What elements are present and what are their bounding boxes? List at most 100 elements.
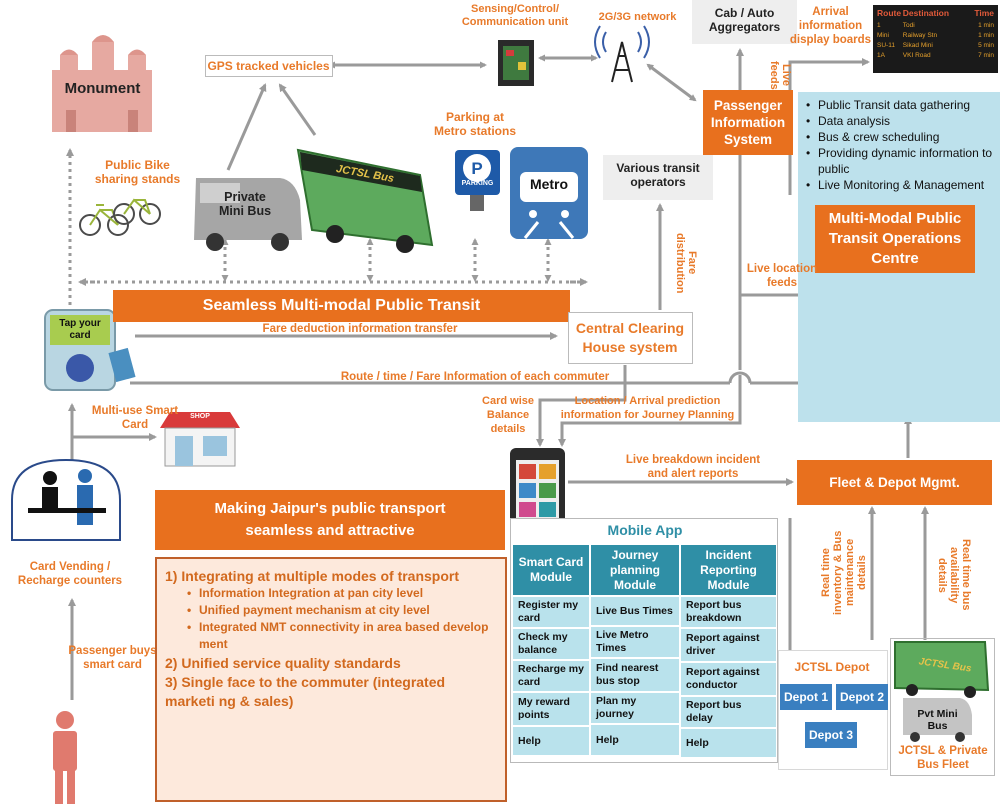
- multi-use-card-label: Multi-use Smart Card: [91, 405, 179, 431]
- fleet-caption-label: JCTSL & Private Bus Fleet: [898, 745, 988, 771]
- parking-sign-label: PARKING: [461, 180, 494, 187]
- clearing-house-box: Central Clearing House system: [568, 312, 693, 364]
- jctsl-bus-icon: [296, 148, 434, 253]
- card-vending-label: Card Vending / Recharge counters: [17, 561, 123, 587]
- board-cell: VKI Road: [902, 52, 931, 59]
- realtime-inventory-label: Real time inventory & Bus maintenance de…: [820, 530, 868, 615]
- bicycle-icon: [79, 198, 161, 236]
- ops-bullet: Data analysis: [806, 113, 996, 129]
- board-cell: 1 min: [978, 22, 994, 29]
- ops-bullet: Providing dynamic information to public: [806, 145, 996, 177]
- ops-bullet: Live Monitoring & Management: [806, 177, 996, 193]
- app-menu-item[interactable]: Help: [681, 729, 776, 757]
- passenger-info-system-box: Passenger Information System: [703, 90, 793, 155]
- goal-item: 2) Unified service quality standards: [165, 655, 401, 671]
- board-cell: 1: [877, 22, 881, 29]
- board-header: Route Destination Time: [877, 8, 994, 18]
- fleet-depot-box: Fleet & Depot Mgmt.: [797, 460, 992, 505]
- app-menu-item[interactable]: Find nearest bus stop: [591, 659, 679, 691]
- breakdown-alert-label: Live breakdown incident and alert report…: [625, 454, 761, 480]
- parking-label: Parking at Metro stations: [433, 110, 516, 138]
- board-cell: Todi: [902, 22, 915, 29]
- vending-counter-icon: [11, 458, 121, 541]
- seamless-transit-banner: Seamless Multi-modal Public Transit: [113, 290, 570, 322]
- private-minibus-label: Private Mini Bus: [218, 190, 272, 218]
- metro-icon: [510, 147, 588, 239]
- cab-aggregators-label: Cab / Auto Aggregators: [708, 6, 781, 34]
- gps-box: GPS tracked vehicles: [205, 55, 333, 77]
- realtime-availability-label: Real time bus availability details: [936, 539, 972, 611]
- card-balance-label: Card wise Balance details: [482, 395, 534, 435]
- board-cell: 7 min: [978, 52, 994, 59]
- board-row: SU-11 Sikad Mini 5 min: [877, 41, 994, 51]
- goal-subitem: Unified payment mechanism at city level: [187, 602, 497, 619]
- card-reader-icon: [44, 309, 136, 391]
- goals-box: 1) Integrating at multiple modes of tran…: [155, 557, 507, 802]
- app-col-header: Journey planning Module: [591, 545, 679, 595]
- shop-label: SHOP: [190, 413, 210, 420]
- app-menu-item[interactable]: Report bus delay: [681, 697, 776, 727]
- monument-label: Monument: [64, 80, 141, 97]
- arrival-display-board: Route Destination Time 1 Todi 1 min Mini Ra…: [873, 5, 998, 73]
- fleet-icon: [894, 641, 990, 742]
- live-location-label: Live location feeds: [746, 263, 818, 289]
- clearing-house-label: Central Clearing House system: [575, 320, 685, 355]
- board-cell: Railway Stn: [902, 32, 938, 39]
- app-menu-item[interactable]: Register my card: [513, 597, 589, 627]
- app-menu-item[interactable]: Help: [513, 727, 589, 755]
- pvt-minibus-label: Pvt Mini Bus: [917, 708, 958, 732]
- ops-centre-title: Multi-Modal Public Transit Operations Ce…: [815, 205, 975, 273]
- app-menu-item[interactable]: Live Bus Times: [591, 597, 679, 625]
- transit-operators-box: Various transit operators: [603, 155, 713, 200]
- passenger-icon: [53, 711, 77, 804]
- app-col-header: Smart Card Module: [513, 545, 589, 595]
- depot-1: Depot 1: [780, 684, 832, 710]
- board-col-destination: Destination: [902, 8, 950, 18]
- board-cell: Mini: [877, 32, 889, 39]
- live-feeds-label: Live feeds: [768, 60, 792, 90]
- goal-sublist: Information Integration at pan city leve…: [187, 585, 497, 653]
- svg-text:P: P: [471, 159, 482, 178]
- making-jaipur-banner: Making Jaipur's public transport seamles…: [155, 490, 505, 550]
- ops-bullet: Bus & crew scheduling: [806, 129, 996, 145]
- board-row: 1A VKI Road 7 min: [877, 51, 994, 61]
- app-menu-item[interactable]: Report against conductor: [681, 663, 776, 695]
- tap-card-label: Tap your card: [59, 318, 101, 341]
- cab-aggregators-box: Cab / Auto Aggregators: [692, 0, 797, 44]
- app-menu-item[interactable]: Check my balance: [513, 629, 589, 659]
- fare-deduction-label: Fare deduction information transfer: [262, 323, 458, 335]
- app-menu-item[interactable]: Recharge my card: [513, 661, 589, 691]
- jctsl-depot-panel: [778, 650, 888, 770]
- board-cell: 1A: [877, 52, 885, 59]
- depot-2: Depot 2: [836, 684, 888, 710]
- passenger-buys-label: Passenger buys smart card: [68, 645, 157, 671]
- board-cell: SU-11: [877, 42, 895, 49]
- public-bike-label: Public Bike sharing stands: [94, 158, 181, 186]
- app-menu-item[interactable]: My reward points: [513, 693, 589, 725]
- app-col-header: Incident Reporting Module: [681, 545, 776, 595]
- goal-item: 1) Integrating at multiple modes of tran…: [165, 568, 460, 584]
- jctsl-depot-label: JCTSL Depot: [794, 660, 870, 674]
- shop-icon: [160, 412, 240, 467]
- app-menu-item[interactable]: Report bus breakdown: [681, 597, 776, 627]
- app-menu-item[interactable]: Help: [591, 725, 679, 755]
- arrival-boards-label: Arrival information display boards: [789, 6, 872, 46]
- transit-operators-label: Various transit operators: [616, 161, 700, 189]
- route-info-label: Route / time / Fare Information of each …: [340, 371, 610, 383]
- ops-bullet-list: Public Transit data gathering Data analy…: [806, 97, 996, 193]
- metro-label: Metro: [529, 176, 569, 192]
- network-pis-arrow: [646, 63, 697, 102]
- app-menu-item[interactable]: Plan my journey: [591, 693, 679, 723]
- goal-subitem: Information Integration at pan city leve…: [187, 585, 497, 602]
- location-prediction-label: Location / Arrival prediction informatio…: [560, 395, 735, 421]
- gps-label: GPS tracked vehicles: [207, 59, 330, 73]
- monument-icon: [52, 35, 152, 132]
- mobile-app-title: Mobile App: [607, 522, 683, 538]
- sensing-unit-label: Sensing/Control/ Communication unit: [461, 3, 569, 28]
- parking-sign-icon: P: [455, 150, 500, 211]
- app-menu-item[interactable]: Report against driver: [681, 629, 776, 661]
- network-label: 2G/3G network: [598, 11, 677, 23]
- fleet-panel: [890, 638, 995, 776]
- app-menu-item[interactable]: Live Metro Times: [591, 627, 679, 657]
- ops-bullet: Public Transit data gathering: [806, 97, 996, 113]
